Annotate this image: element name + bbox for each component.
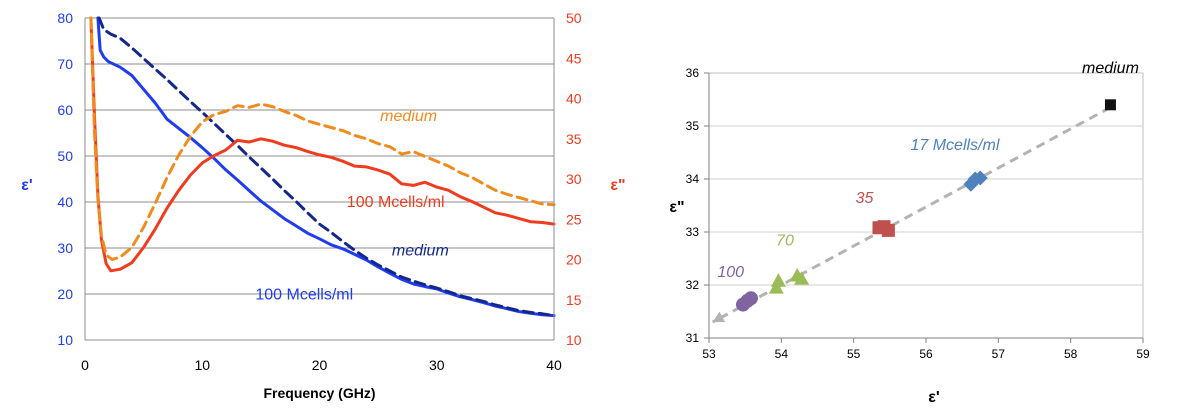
blue-solid-eps-prime-100-mcells-line (96, 16, 556, 318)
scatter-point-diamond (972, 170, 988, 186)
scatter-y-tick-label: 34 (686, 172, 700, 186)
scatter-group-label: 35 (856, 190, 874, 207)
series-annotation: medium (380, 108, 437, 125)
frequency-chart: 10 20 30 40 50 60 70 80 10 15 20 25 30 35 40 45 50 0 10 2… (21, 10, 625, 401)
scatter-point-triangle (794, 271, 810, 285)
scatter-y-tick-label: 32 (686, 278, 700, 292)
scatter-point-triangle (768, 280, 784, 294)
scatter-y-axis-label: ε" (669, 199, 684, 216)
permittivity-scatter: 31 32 33 34 35 36 53 54 55 56 57 58 59 medium 17 Mce… (669, 60, 1150, 406)
scatter-y-tick-label: 36 (686, 66, 700, 80)
left-y-tick-label: 20 (57, 286, 73, 302)
scatter-group-label: 100 (717, 264, 744, 281)
scatter-x-tick-label: 58 (1064, 347, 1078, 361)
right-y-tick-label: 30 (566, 171, 582, 187)
right-y-tick-label: 40 (566, 91, 582, 107)
scatter-point-square (1104, 99, 1116, 111)
x-tick-label: 30 (429, 357, 445, 373)
left-y-tick-label: 70 (57, 56, 73, 72)
frequency-chart-gridlines (85, 17, 554, 295)
right-y-tick-label: 45 (566, 50, 582, 66)
scatter-y-tick-labels: 31 32 33 34 35 36 (686, 66, 700, 345)
right-y-axis-label: ε" (610, 177, 625, 194)
scatter-group-labels: medium 17 Mcells/ml 35 70 100 (717, 60, 1139, 281)
left-y-tick-label: 50 (57, 148, 73, 164)
right-y-tick-label: 25 (566, 211, 582, 227)
series-annotation: 100 Mcells/ml (347, 194, 445, 211)
scatter-point-circle (743, 291, 758, 306)
left-y-tick-labels: 10 20 30 40 50 60 70 80 (57, 10, 73, 348)
x-tick-labels: 0 10 20 30 40 (81, 357, 562, 373)
right-y-tick-label: 35 (566, 131, 582, 147)
navy-dashed-eps-prime-medium-line (97, 16, 556, 318)
scatter-y-tick-label: 35 (686, 119, 700, 133)
scatter-points (735, 99, 1116, 312)
scatter-group-label: 70 (776, 232, 794, 249)
scatter-x-tick-label: 57 (992, 347, 1006, 361)
right-y-tick-label: 10 (566, 332, 582, 348)
x-tick-label: 20 (312, 357, 328, 373)
x-tick-label: 0 (81, 357, 89, 373)
scatter-group-label: medium (1082, 60, 1139, 77)
scatter-point-square (881, 223, 895, 237)
scatter-x-tick-labels: 53 54 55 56 57 58 59 (702, 347, 1150, 361)
right-y-tick-label: 50 (566, 10, 582, 26)
trend-arrowhead (712, 311, 726, 323)
frequency-chart-annotations: medium 100 Mcells/ml medium 100 Mcells/ml (255, 108, 448, 303)
left-y-tick-label: 10 (57, 332, 73, 348)
x-axis-label: Frequency (GHz) (263, 385, 375, 401)
left-y-tick-label: 60 (57, 102, 73, 118)
series-annotation: medium (392, 242, 449, 259)
left-y-axis-label: ε' (21, 177, 32, 194)
scatter-group-label: 17 Mcells/ml (910, 137, 999, 154)
x-tick-label: 10 (194, 357, 210, 373)
left-y-tick-label: 40 (57, 194, 73, 210)
right-y-tick-label: 15 (566, 292, 582, 308)
scatter-y-tick-label: 31 (686, 331, 700, 345)
orange-dashed-eps-double-prime-medium-line (89, 16, 556, 261)
left-y-tick-label: 30 (57, 240, 73, 256)
left-y-tick-label: 80 (57, 10, 73, 26)
scatter-x-tick-label: 55 (847, 347, 861, 361)
scatter-x-tick-label: 59 (1136, 347, 1150, 361)
scatter-plot-area (708, 72, 1144, 339)
scatter-point-triangle (770, 273, 786, 287)
scatter-y-tick-label: 33 (686, 225, 700, 239)
scatter-x-tick-label: 53 (702, 347, 716, 361)
series-annotation: 100 Mcells/ml (255, 287, 353, 304)
scatter-x-tick-label: 56 (919, 347, 933, 361)
scatter-gridlines (704, 72, 1144, 343)
scatter-x-axis-label: ε' (928, 389, 939, 406)
frequency-chart-series (89, 16, 556, 318)
red-solid-eps-double-prime-100-mcells-line (89, 16, 556, 273)
right-y-tick-labels: 10 15 20 25 30 35 40 45 50 (566, 10, 582, 348)
scatter-x-tick-label: 54 (775, 347, 789, 361)
right-y-tick-label: 20 (566, 252, 582, 268)
frequency-chart-frame (84, 18, 555, 341)
x-tick-label: 40 (546, 357, 562, 373)
